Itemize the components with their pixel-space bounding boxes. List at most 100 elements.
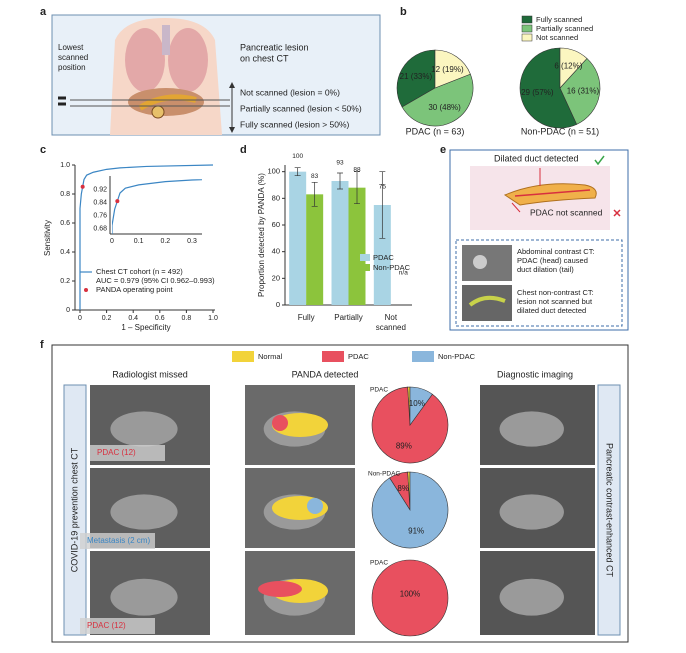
x-tick-label: 0.4 <box>128 315 138 322</box>
inset-x-tick: 0 <box>110 238 114 245</box>
label: b <box>400 6 407 18</box>
value-label: 16 (31%) <box>567 87 600 96</box>
pie-slice <box>434 49 471 89</box>
label: Chest non-contrast CT: <box>517 288 594 297</box>
label: COVID-19 prevention chest CT <box>69 447 79 572</box>
x-tick-label: Not scanned <box>376 313 406 332</box>
pie-title: PDAC <box>370 560 388 567</box>
label: Diagnostic imaging <box>497 369 573 379</box>
y-tick-label: 0.4 <box>60 249 70 256</box>
seg-lesion <box>258 581 302 597</box>
inset-x-tick: 0.2 <box>160 238 170 245</box>
legend-entry: PDAC <box>373 253 394 262</box>
value-label: 6 (12%) <box>554 61 582 70</box>
inset-y-tick: 0.68 <box>93 226 107 233</box>
label: Lowest <box>58 43 84 52</box>
label: Not scanned (lesion = 0%) <box>240 87 340 97</box>
seg-lesion <box>272 415 288 431</box>
y-axis-label: Proportion detected by PANDA (%) <box>257 173 266 297</box>
value-label: 75 <box>379 184 387 191</box>
value-label: 83 <box>311 173 319 180</box>
ct-images <box>90 385 595 635</box>
legend-entry: Non-PDAC <box>373 263 411 272</box>
label: dilated duct detected <box>517 306 586 315</box>
label: Radiologist missed <box>112 369 188 379</box>
label: f <box>40 339 44 351</box>
pie-slice <box>519 47 578 129</box>
y-tick-label: 40 <box>272 247 280 256</box>
bar <box>373 205 391 305</box>
pie-slice <box>559 47 588 89</box>
inset-operating-point <box>115 199 120 204</box>
pie-title: PDAC <box>370 387 388 394</box>
bar <box>306 194 324 305</box>
value-label: 88 <box>353 166 361 173</box>
value-label: 21 (33%) <box>400 72 433 81</box>
x-tick-label: 0.2 <box>102 315 112 322</box>
side-bar <box>63 384 87 636</box>
label: position <box>58 63 86 72</box>
legend-swatch <box>232 351 254 362</box>
ct-organ <box>499 494 564 530</box>
legend-swatch <box>360 254 370 261</box>
value-label: 12 (19%) <box>431 65 464 74</box>
label: Pancreatic lesion <box>240 42 309 52</box>
label: Dilated duct detected <box>494 153 579 163</box>
side-bar <box>597 384 621 636</box>
inset-roc-curve <box>112 179 202 234</box>
bar <box>348 187 366 305</box>
label: Normal <box>258 352 283 361</box>
value-label: 29 (57%) <box>521 88 554 97</box>
inset-y-tick: 0.92 <box>93 187 107 194</box>
operating-point <box>80 184 85 189</box>
inset-y-tick: 0.84 <box>93 200 107 207</box>
label: PDAC not scanned <box>530 207 603 217</box>
legend-swatch <box>521 15 533 24</box>
x-tick-label: 0.6 <box>155 315 165 322</box>
pie-slice <box>409 386 433 426</box>
x-tick-label: 0.8 <box>182 315 192 322</box>
legend-swatch <box>322 351 344 362</box>
label: on chest CT <box>240 53 289 63</box>
y-tick-label: 0.8 <box>60 191 70 198</box>
value-label: 89% <box>396 441 412 450</box>
label-bg <box>80 533 155 549</box>
bar <box>289 171 307 305</box>
ct-organ <box>110 411 178 447</box>
panel-f-box <box>51 344 629 643</box>
label: PDAC <box>348 352 369 361</box>
label: Partially scanned <box>536 24 593 33</box>
label: PDAC (head) caused <box>517 256 588 265</box>
x-tick-label: 0 <box>78 315 82 322</box>
y-tick-label: 0.6 <box>60 220 70 227</box>
value-label: 30 (48%) <box>428 103 461 112</box>
pie-title: Non-PDAC <box>368 471 400 478</box>
pie-slice <box>401 73 474 127</box>
y-tick-label: 100 <box>267 167 280 176</box>
ct-organ <box>110 494 178 530</box>
label: scanned <box>58 53 88 62</box>
label: PDAC (12) <box>97 448 136 457</box>
value-label: 91% <box>408 526 424 535</box>
legend-entry: PANDA operating point <box>96 285 173 294</box>
body-illustration <box>58 18 235 135</box>
error-bar <box>311 181 318 207</box>
value-label: 10% <box>409 399 425 408</box>
x-axis-label: 1 – Specificity <box>121 323 170 332</box>
label: c <box>40 144 46 156</box>
pancreas-illustration <box>455 155 623 327</box>
y-tick-label: 0 <box>276 300 280 309</box>
y-tick-label: 60 <box>272 220 280 229</box>
error-bar <box>379 171 386 239</box>
label: duct dilation (tail) <box>517 265 574 274</box>
value-label: 100 <box>292 153 303 160</box>
error-bar <box>354 171 360 205</box>
legend-entry: Chest CT cohort (n = 492) <box>96 267 183 276</box>
label: Fully scanned (lesion > 50%) <box>240 119 350 129</box>
label-bg <box>90 445 165 461</box>
label: e <box>440 144 446 156</box>
y-tick-label: 20 <box>272 273 280 282</box>
legend-swatch <box>521 24 533 33</box>
label: Partially scanned (lesion < 50%) <box>240 103 362 113</box>
